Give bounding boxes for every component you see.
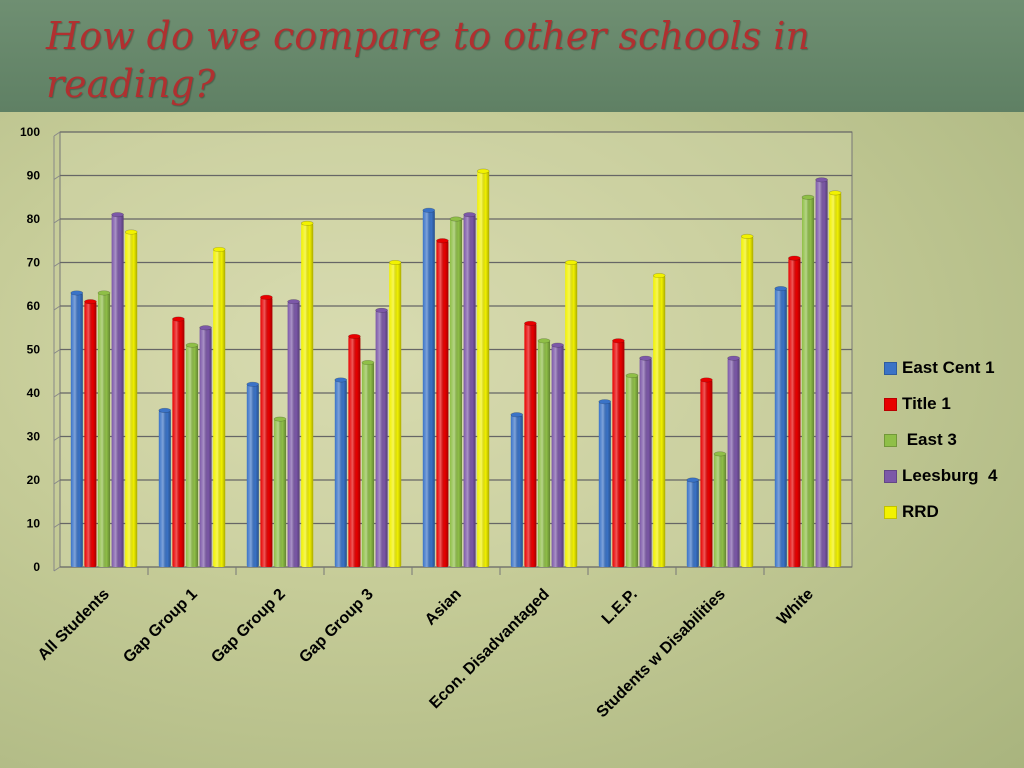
bar <box>828 190 842 567</box>
bar <box>422 207 436 568</box>
bar <box>652 273 666 567</box>
y-tick-label: 80 <box>27 212 41 226</box>
gridline-depth-40 <box>53 392 61 398</box>
header-band <box>0 0 1024 112</box>
bar <box>551 342 564 567</box>
bar <box>84 299 97 567</box>
bar <box>260 294 273 567</box>
y-tick-label: 30 <box>27 430 41 444</box>
bar <box>348 333 361 567</box>
legend-item: RRD <box>884 494 997 530</box>
bar <box>598 399 612 567</box>
bar <box>246 381 260 567</box>
bar <box>476 168 490 567</box>
bar <box>510 412 524 567</box>
x-category-label: All Students <box>35 586 113 664</box>
x-category-label: L.E.P. <box>599 586 641 628</box>
y-tick-label: 0 <box>33 560 40 574</box>
legend-swatch <box>884 397 897 411</box>
bar <box>774 286 788 567</box>
gridline-depth-30 <box>53 436 61 441</box>
bar <box>124 229 138 568</box>
gridline-depth-90 <box>53 175 61 180</box>
bar <box>111 212 124 567</box>
bar <box>713 451 727 567</box>
bar <box>727 355 740 567</box>
bar <box>700 377 713 567</box>
gridline-depth-0 <box>53 566 61 572</box>
bar <box>199 325 212 567</box>
y-tick-label: 60 <box>27 299 41 313</box>
bar <box>815 177 828 567</box>
bar <box>334 377 348 567</box>
bar <box>463 212 476 567</box>
bar <box>612 338 625 567</box>
bar <box>172 316 185 567</box>
bar <box>97 290 111 567</box>
legend-item: East Cent 1 <box>884 350 997 386</box>
gridline-depth-20 <box>53 479 61 485</box>
legend-label: RRD <box>902 502 939 521</box>
legend-label: East 3 <box>902 430 957 449</box>
gridline-depth-70 <box>53 262 61 267</box>
bar <box>300 220 314 567</box>
bar <box>212 246 226 567</box>
gridline-depth-100 <box>53 131 61 137</box>
legend-label: East Cent 1 <box>902 358 995 377</box>
bar <box>740 233 754 567</box>
bar <box>639 355 652 567</box>
legend-item: Leesburg 4 <box>884 458 997 494</box>
y-tick-label: 10 <box>27 517 41 531</box>
legend-swatch <box>884 469 897 483</box>
legend-item: Title 1 <box>884 386 997 422</box>
bar <box>361 360 375 567</box>
bar <box>436 238 449 567</box>
bar <box>449 216 463 567</box>
gridline-depth-10 <box>53 523 61 528</box>
y-tick-label: 40 <box>27 386 41 400</box>
bar <box>158 407 172 567</box>
chart-legend: East Cent 1 Title 1 East 3 Leesburg 4 RRD <box>884 350 997 530</box>
bar <box>564 260 578 567</box>
y-tick-label: 70 <box>27 256 41 270</box>
bar <box>537 338 551 567</box>
x-category-label: Gap Group 2 <box>208 586 289 667</box>
bars <box>70 168 842 575</box>
legend-label: Title 1 <box>902 394 951 413</box>
y-tick-label: 90 <box>27 169 41 183</box>
bar <box>70 290 84 567</box>
legend-swatch <box>884 361 897 375</box>
legend-swatch <box>884 433 897 447</box>
x-category-label: Gap Group 3 <box>296 586 377 667</box>
bar <box>686 477 700 567</box>
bar <box>801 194 815 567</box>
bar <box>185 342 199 567</box>
gridline-depth-60 <box>53 305 61 311</box>
slide-title: How do we compare to other schools in re… <box>46 14 810 106</box>
bar <box>788 255 801 567</box>
bar <box>388 260 402 567</box>
legend-label: Leesburg 4 <box>902 466 998 485</box>
y-tick-label: 100 <box>20 125 40 139</box>
bar <box>273 416 287 567</box>
x-category-label: Gap Group 1 <box>120 586 201 667</box>
x-category-label: White <box>774 586 817 629</box>
bar <box>625 373 639 567</box>
gridline-depth-80 <box>53 218 61 224</box>
y-axis-ticks: 0 10 20 30 40 50 60 70 80 90 100 <box>20 125 40 574</box>
x-axis-labels: All Students Gap Group 1 Gap Group 2 Gap Gr… <box>35 586 817 721</box>
bar <box>524 320 537 567</box>
gridline-depth-50 <box>53 349 61 354</box>
bar <box>375 307 388 567</box>
y-tick-label: 50 <box>27 343 41 357</box>
x-category-label: Asian <box>422 586 465 629</box>
bar <box>287 299 300 567</box>
y-tick-label: 20 <box>27 473 41 487</box>
legend-swatch <box>884 505 897 519</box>
legend-item: East 3 <box>884 422 997 458</box>
